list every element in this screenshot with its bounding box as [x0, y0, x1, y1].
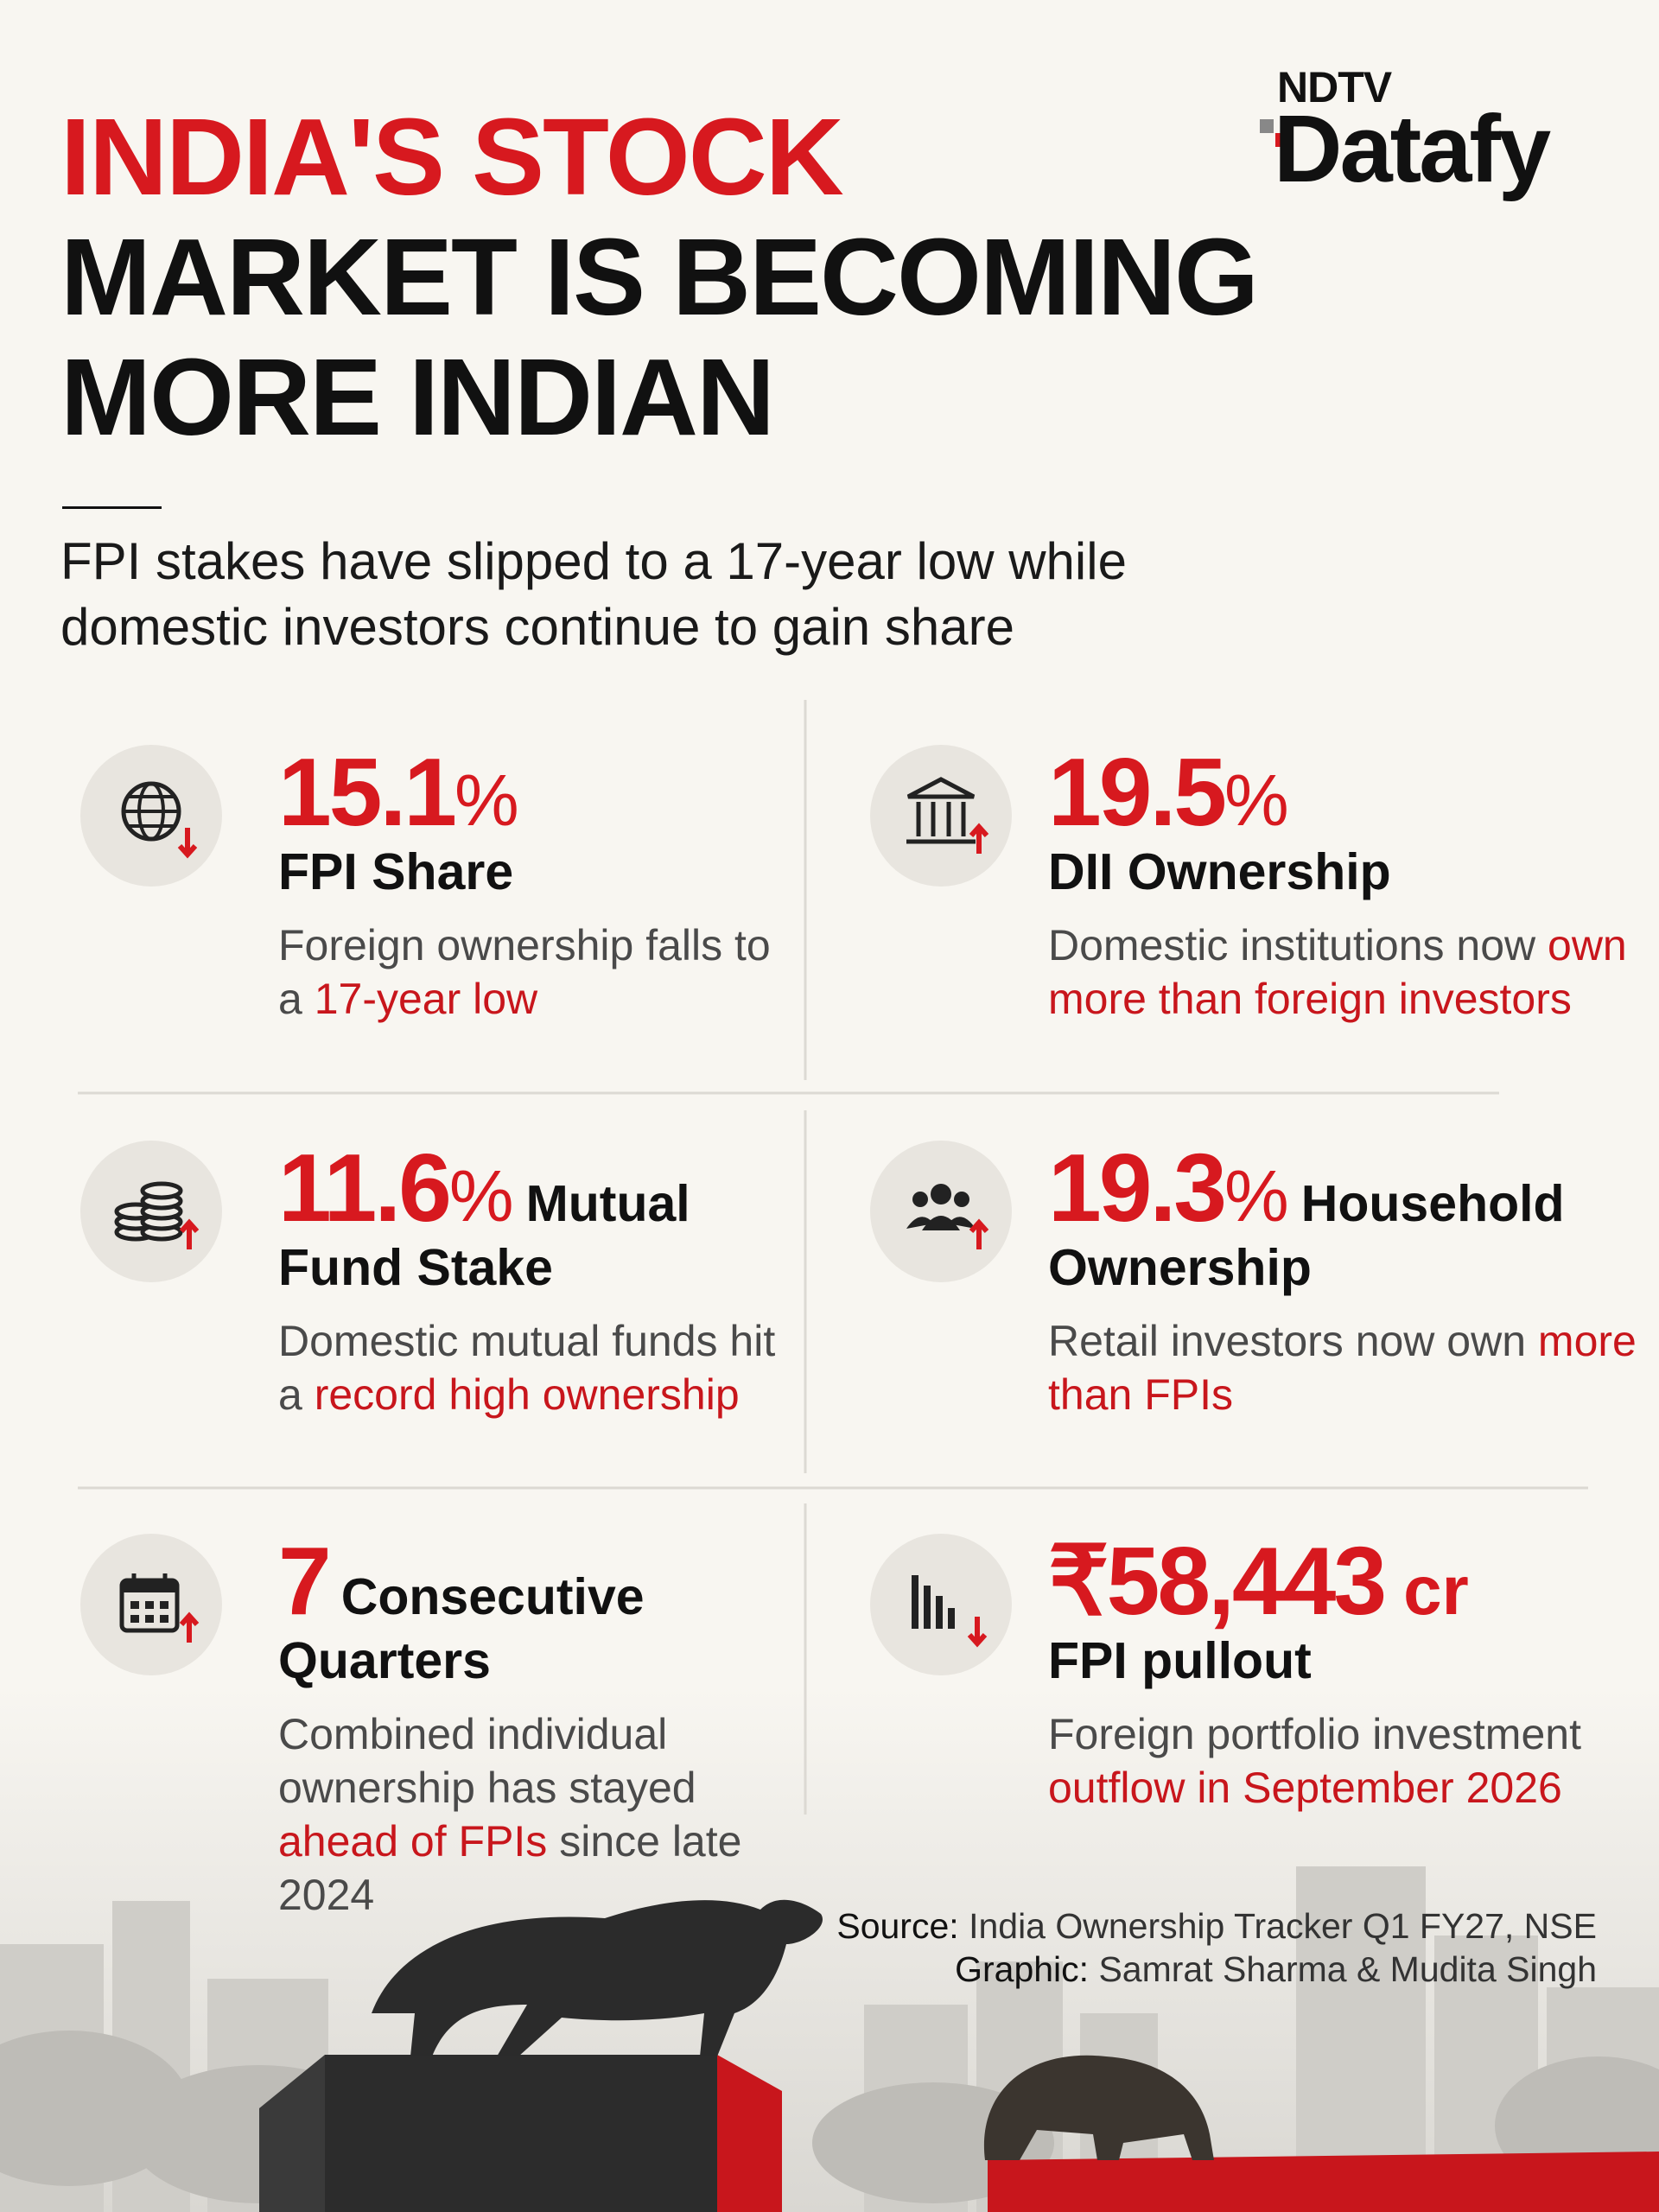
stat-unit: %	[1224, 1155, 1289, 1236]
highlight-text: more than FPIs	[1048, 1317, 1637, 1419]
title-line: MORE INDIAN	[60, 336, 775, 458]
stat-value: 11.6	[278, 1135, 452, 1242]
stat-card: ₹58,443 cr FPI pullout Foreign portfolio in…	[1048, 1534, 1644, 1815]
stat-label: Consecutive Quarters	[278, 1568, 645, 1689]
red-block	[717, 2055, 782, 2212]
stat-unit: %	[1224, 760, 1289, 841]
stat-heading: 7 Consecutive Quarters	[278, 1534, 797, 1692]
stat-description: Domestic mutual funds hit a record high …	[278, 1314, 797, 1421]
description-text: Foreign ownership falls to a	[278, 921, 771, 1023]
stat-description: Domestic institutions now own more than …	[1048, 918, 1644, 1026]
stat-card: 15.1% FPI Share Foreign ownership falls to…	[278, 745, 797, 1026]
stat-icon	[870, 745, 1012, 887]
brand-mark	[1275, 133, 1289, 147]
stat-description: Foreign ownership falls to a 17-year low	[278, 918, 797, 1026]
credit-text: Samrat Sharma & Mudita Singh	[1098, 1949, 1597, 1989]
brand-product: Datafy	[1274, 96, 1551, 202]
subtitle: FPI stakes have slipped to a 17-year low…	[60, 532, 1127, 656]
title: INDIA'S STOCK MARKET IS BECOMING MORE IN…	[60, 96, 1259, 458]
highlight-text: outflow in September 2026	[1048, 1764, 1562, 1812]
stat-description: Retail investors now own more than FPIs	[1048, 1314, 1644, 1421]
stat-heading: 15.1% FPI Share	[278, 745, 797, 903]
description-text: Foreign portfolio investment	[1048, 1710, 1581, 1758]
source-text: India Ownership Tracker Q1 FY27, NSE	[969, 1906, 1597, 1946]
credit-label: Graphic:	[955, 1949, 1090, 1989]
stat-label: Mutual Fund Stake	[278, 1175, 690, 1296]
stat-unit: cr	[1403, 1552, 1469, 1629]
stat-icon	[870, 1141, 1012, 1282]
highlight-text: own more than foreign investors	[1048, 921, 1627, 1023]
highlight-text: ahead of FPIs	[278, 1817, 548, 1866]
stat-value: 15.1	[278, 739, 457, 846]
bear	[983, 2055, 1214, 2160]
credit: Graphic: Samrat Sharma & Mudita Singh	[955, 1949, 1597, 1990]
source-label: Source:	[836, 1906, 959, 1946]
stat-description: Combined individual ownership has stayed…	[278, 1707, 797, 1922]
stat-label: FPI pullout	[1048, 1632, 1312, 1689]
title-line: MARKET IS BECOMING	[60, 216, 1259, 338]
brand-name: NDTV	[1277, 63, 1392, 111]
stat-unit: %	[454, 760, 519, 841]
stat-card: 7 Consecutive Quarters Combined individual…	[278, 1534, 797, 1922]
stat-unit: %	[448, 1155, 514, 1236]
stat-value: 7	[278, 1528, 332, 1635]
stat-heading: 11.6% Mutual Fund Stake	[278, 1141, 797, 1299]
description-text: Combined individual ownership has stayed	[278, 1710, 696, 1812]
source: Source: India Ownership Tracker Q1 FY27,…	[836, 1906, 1597, 1947]
stat-heading: ₹58,443 cr FPI pullout	[1048, 1534, 1644, 1692]
title-line: INDIA'S STOCK	[60, 96, 844, 218]
stat-label: DII Ownership	[1048, 843, 1391, 900]
pedestal	[325, 2055, 717, 2212]
description-text: Domestic mutual funds hit a	[278, 1317, 776, 1419]
stat-card: 19.3% Household Ownership Retail investors…	[1048, 1141, 1644, 1421]
pedestal-side	[259, 2055, 325, 2212]
bull	[372, 1899, 823, 2056]
stat-value: ₹58,443	[1048, 1528, 1387, 1635]
highlight-text: record high ownership	[314, 1370, 740, 1419]
red-block	[988, 2152, 1659, 2212]
stat-value: 19.5	[1048, 739, 1227, 846]
stat-heading: 19.5% DII Ownership	[1048, 745, 1644, 903]
stat-icon	[870, 1534, 1012, 1675]
stat-description: Foreign portfolio investment outflow in …	[1048, 1707, 1644, 1815]
highlight-text: 17-year low	[314, 975, 538, 1023]
stat-heading: 19.3% Household Ownership	[1048, 1141, 1644, 1299]
stat-icon	[80, 1534, 222, 1675]
stat-label: Household Ownership	[1048, 1175, 1565, 1296]
stat-card: 19.5% DII Ownership Domestic institutions …	[1048, 745, 1644, 1026]
rule	[62, 506, 162, 509]
stat-card: 11.6% Mutual Fund Stake Domestic mutual fu…	[278, 1141, 797, 1421]
stat-value: 19.3	[1048, 1135, 1227, 1242]
stat-label: FPI Share	[278, 843, 514, 900]
stat-icon	[80, 745, 222, 887]
stat-icon	[80, 1141, 222, 1282]
dividers	[78, 700, 1588, 1815]
description-text: Domestic institutions now	[1048, 921, 1548, 969]
description-text: Retail investors now own	[1048, 1317, 1538, 1365]
description-text: since late 2024	[278, 1817, 742, 1919]
brand-mark	[1260, 119, 1274, 133]
